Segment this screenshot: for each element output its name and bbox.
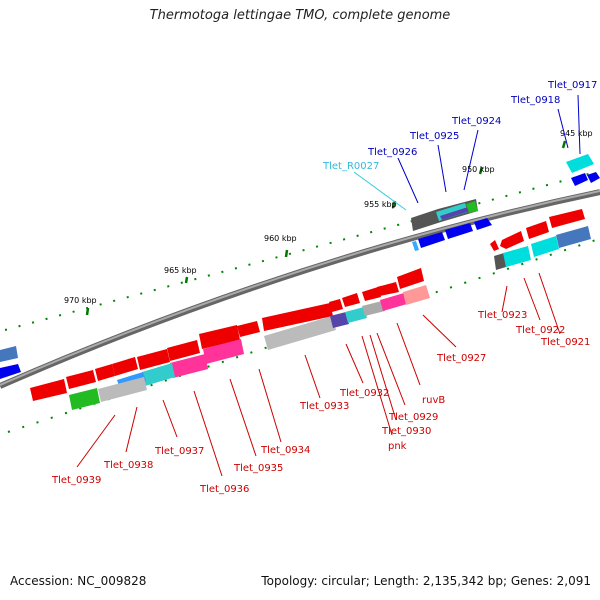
gene-label[interactable]: Tlet_0927	[436, 353, 486, 364]
gene-label[interactable]: Tlet_0936	[199, 484, 249, 495]
genome-title: Thermotoga lettingae TMO, complete genom…	[149, 8, 451, 23]
reverse-strand-genes	[30, 209, 585, 401]
scale-label: 955 kbp	[364, 200, 397, 209]
outer-tick-ring	[4, 171, 597, 331]
gene-label[interactable]: Tlet_0938	[103, 460, 153, 471]
leader-line-rna	[353, 171, 407, 211]
leader-lines-forward	[397, 94, 581, 204]
gene-label[interactable]: Tlet_0929	[388, 412, 438, 423]
gene-label[interactable]: Tlet_0935	[233, 463, 283, 474]
gene-label[interactable]: Tlet_0924	[451, 116, 501, 127]
scale-label: 965 kbp	[164, 266, 197, 275]
gene-label[interactable]: Tlet_0926	[367, 147, 417, 158]
gene-label[interactable]: ruvB	[422, 395, 445, 406]
topology-text: Topology: circular; Length: 2,135,342 bp…	[261, 574, 591, 588]
scale-label: 970 kbp	[64, 296, 97, 305]
gene-label[interactable]: Tlet_0932	[339, 388, 389, 399]
gene-label[interactable]: Tlet_0918	[510, 95, 560, 106]
forward-strand-genes	[0, 154, 600, 379]
leader-lines-reverse	[76, 272, 561, 477]
gene-label[interactable]: Tlet_0917	[547, 80, 597, 91]
genome-backbone	[0, 189, 600, 389]
gene-label[interactable]: Tlet_0922	[515, 325, 565, 336]
function-category-band	[69, 226, 591, 410]
scale-label: 945 kbp	[560, 129, 593, 138]
gene-label[interactable]: Tlet_0925	[409, 131, 459, 142]
gene-label[interactable]: Tlet_0934	[260, 445, 310, 456]
gene-label[interactable]: Tlet_0930	[381, 426, 431, 437]
gene-label[interactable]: pnk	[388, 441, 407, 452]
accession-text: Accession: NC_009828	[10, 574, 147, 588]
scale-label: 960 kbp	[264, 234, 297, 243]
gene-label[interactable]: Tlet_0933	[299, 401, 349, 412]
gene-label[interactable]: Tlet_0937	[154, 446, 204, 457]
gene-label[interactable]: Tlet_0923	[477, 310, 527, 321]
scale-label: 950 kbp	[462, 165, 495, 174]
gene-label[interactable]: Tlet_R0027	[322, 161, 379, 172]
gene-label[interactable]: Tlet_0939	[51, 475, 101, 486]
gene-label[interactable]: Tlet_0921	[540, 337, 590, 348]
